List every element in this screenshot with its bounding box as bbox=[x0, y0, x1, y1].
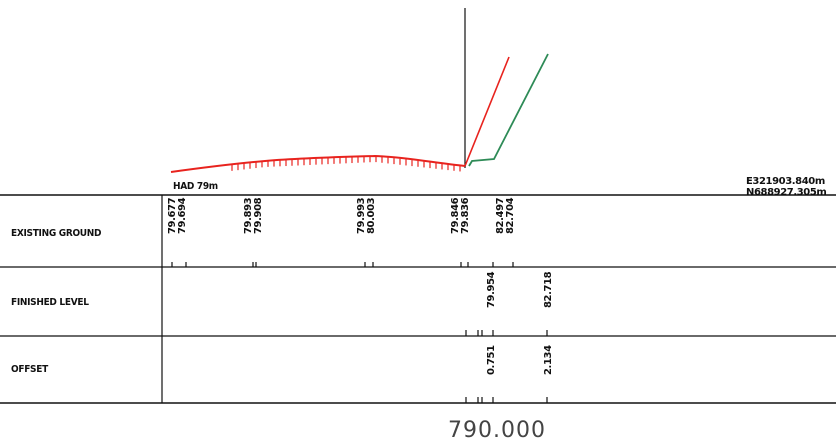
eg-value: 80.003 bbox=[366, 197, 377, 234]
eg-value: 79.908 bbox=[253, 197, 264, 234]
row-label-existing-ground: EXISTING GROUND bbox=[11, 228, 101, 239]
offset-value: 2.134 bbox=[543, 345, 554, 375]
eg-value: 82.497 bbox=[495, 197, 506, 234]
row-label-offset: OFFSET bbox=[11, 364, 49, 375]
existing-ground-hatch bbox=[231, 156, 461, 172]
existing-ground-profile bbox=[170, 154, 466, 173]
eg-value: 79.836 bbox=[460, 197, 471, 234]
fl-ticks bbox=[465, 330, 548, 336]
eg-value: 79.893 bbox=[243, 197, 254, 234]
finished-slope-green bbox=[468, 53, 549, 167]
eg-ticks bbox=[171, 262, 514, 267]
easting-label: E321903.840m bbox=[746, 176, 825, 187]
row-label-finished-level: FINISHED LEVEL bbox=[11, 297, 89, 308]
chainage-label: 790.000 bbox=[448, 418, 546, 442]
eg-value: 79.846 bbox=[450, 197, 461, 234]
eg-value: 79.993 bbox=[356, 197, 367, 234]
offset-value: 0.751 bbox=[486, 345, 497, 375]
eg-value: 82.704 bbox=[505, 197, 516, 234]
cut-slope-red bbox=[464, 56, 510, 167]
fl-value: 82.718 bbox=[543, 271, 554, 308]
offset-ticks bbox=[465, 397, 548, 403]
eg-value: 79.677 bbox=[167, 197, 178, 234]
datum-label: HAD 79m bbox=[173, 181, 218, 192]
fl-value: 79.954 bbox=[486, 271, 497, 308]
northing-label: N688927.305m bbox=[746, 187, 826, 198]
eg-value: 79.694 bbox=[177, 197, 188, 234]
